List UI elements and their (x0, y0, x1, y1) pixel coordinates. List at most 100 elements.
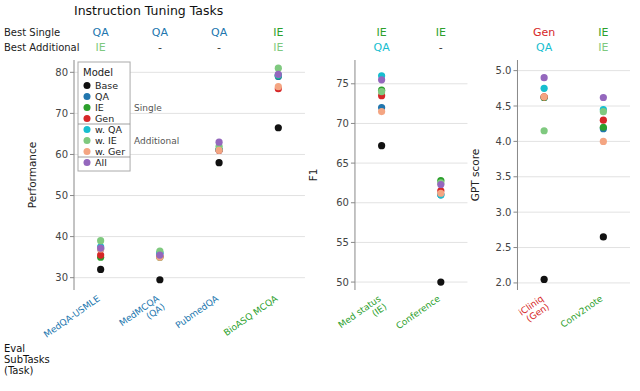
subplot: 304050607080PerformanceMedQA-USMLEMedMCQ… (26, 60, 305, 340)
grid-line (517, 141, 630, 142)
tick-mark (70, 195, 74, 196)
point (541, 94, 548, 101)
grid-line (355, 202, 468, 203)
label-line: (Gen) (525, 302, 551, 325)
tick-mark (513, 141, 517, 142)
tick-mark (70, 72, 74, 73)
point (215, 147, 222, 154)
point (97, 237, 104, 244)
tick-mark (351, 242, 355, 243)
x-tick-label: PubmedQA (174, 293, 221, 330)
point (437, 278, 444, 285)
x-tick-label: Med status(IE) (336, 293, 388, 338)
point (97, 245, 104, 252)
legend-entry: Base (95, 80, 118, 91)
annotation: - (217, 41, 221, 54)
tick-mark (513, 212, 517, 213)
grid-line (517, 282, 630, 283)
annotation: IE (436, 26, 446, 39)
grid-line (74, 195, 305, 196)
point (541, 276, 548, 283)
point (378, 88, 385, 95)
row-label: Best Single (4, 27, 60, 38)
y-tick-label: 65 (336, 158, 349, 169)
point (600, 124, 607, 131)
tick-mark (513, 282, 517, 283)
point (275, 65, 282, 72)
label-line: Conference (394, 293, 442, 331)
x-tick-label: Conference (394, 293, 442, 331)
x-tick-label: BioASQ MCQA (222, 293, 280, 338)
legend-marker (84, 148, 91, 155)
point (437, 190, 444, 197)
y-tick-label: 3.5 (496, 171, 512, 182)
tick-mark (351, 123, 355, 124)
label-line: SubTasks (4, 354, 50, 365)
y-axis-line (354, 60, 355, 290)
point (541, 74, 548, 81)
y-axis-label: F1 (307, 169, 319, 182)
tick-mark (351, 282, 355, 283)
point (215, 139, 222, 146)
tick-mark (351, 202, 355, 203)
tick-mark (70, 277, 74, 278)
annotation: QA (152, 26, 169, 39)
label-line: Eval (4, 343, 25, 354)
legend-marker (84, 137, 91, 144)
y-tick-label: 2.0 (496, 277, 512, 288)
grid-line (355, 163, 468, 164)
grid-line (517, 247, 630, 248)
tick-mark (513, 70, 517, 71)
points (378, 72, 444, 285)
point (215, 147, 222, 154)
point (156, 276, 163, 283)
grid-line (74, 277, 305, 278)
y-tick-label: 50 (336, 277, 349, 288)
point (600, 117, 607, 124)
point (97, 266, 104, 273)
tick-mark (351, 83, 355, 84)
label-line: PubmedQA (174, 293, 221, 330)
y-tick-label: 80 (55, 67, 68, 78)
y-axis-label: Performance (26, 142, 38, 209)
legend-entry: w. Ger (95, 146, 125, 157)
annotation: - (158, 41, 162, 54)
x-tick-label: Conv2note (559, 293, 605, 329)
tick-mark (513, 106, 517, 107)
grid-line (355, 242, 468, 243)
legend-marker (84, 115, 91, 122)
legend-marker (84, 104, 91, 111)
y-tick-label: 2.5 (496, 242, 512, 253)
point (378, 76, 385, 83)
point (97, 251, 104, 258)
legend-marker (84, 126, 91, 133)
legend-box (78, 62, 130, 171)
y-axis-line (517, 60, 518, 290)
annotation: IE (273, 26, 283, 39)
legend-marker (84, 93, 91, 100)
y-tick-label: 4.5 (496, 101, 512, 112)
point (600, 94, 607, 101)
y-axis-line (74, 60, 75, 290)
tick-mark (351, 163, 355, 164)
grid-line (517, 176, 630, 177)
legend-marker (84, 159, 91, 166)
grid-line (74, 236, 305, 237)
annotation: QA (374, 41, 391, 54)
x-tick-label: iCliniq(Gen) (517, 293, 551, 325)
point (215, 159, 222, 166)
y-tick-label: 60 (336, 197, 349, 208)
tick-mark (70, 154, 74, 155)
point (275, 83, 282, 90)
x-axis-label: EvalSubTasks(Task) (4, 343, 50, 376)
point (541, 93, 548, 100)
legend-entry: QA (95, 91, 109, 102)
point (541, 85, 548, 92)
point (378, 142, 385, 149)
point (215, 147, 222, 154)
label-line: (QA) (144, 302, 166, 322)
legend-group-label: Single (134, 103, 162, 113)
label-line: Conv2note (559, 293, 605, 329)
grid-line (517, 70, 630, 71)
grid-line (355, 282, 468, 283)
